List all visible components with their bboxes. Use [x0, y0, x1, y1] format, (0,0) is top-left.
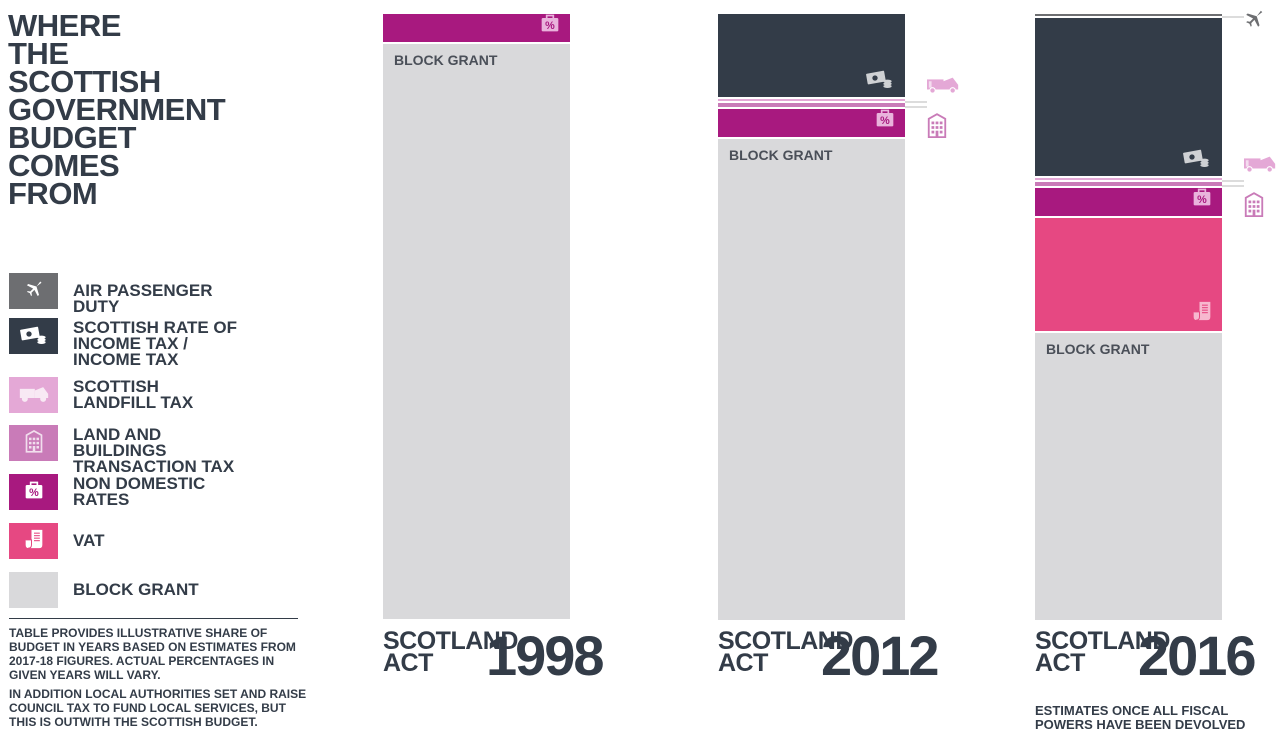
building-icon — [24, 429, 44, 458]
page-title: WHERE THE SCOTTISH GOVERNMENT BUDGET COM… — [8, 8, 226, 211]
bar-segment-landfill-tax — [1035, 178, 1222, 180]
plane-icon — [1243, 8, 1265, 35]
receipt-icon — [1192, 300, 1212, 327]
bar-segment-air-passenger-duty — [1035, 14, 1222, 16]
legend-label: SCOTTISH RATE OF INCOME TAX / INCOME TAX — [73, 318, 238, 369]
bar-segment-land-buildings-tax — [718, 103, 905, 107]
act-word: ACT — [383, 649, 433, 677]
percent-bag-icon: % — [540, 13, 560, 38]
bar-segment-non-domestic-rates: % — [383, 14, 570, 42]
bar-segment-non-domestic-rates: % — [718, 109, 905, 137]
connector-line — [905, 106, 927, 108]
legend-swatch — [9, 377, 58, 413]
percent-bag-icon: % — [24, 480, 44, 505]
act-word: ACT — [1035, 649, 1085, 677]
divider — [9, 618, 298, 619]
legend-swatch — [9, 273, 58, 309]
money-icon — [19, 324, 49, 349]
footnote-2016: ESTIMATES ONCE ALL FISCAL POWERS HAVE BE… — [1035, 703, 1246, 732]
note-council-tax: IN ADDITION LOCAL AUTHORITIES SET AND RA… — [9, 687, 307, 729]
legend-swatch — [9, 523, 58, 559]
legend-label: BLOCK GRANT — [73, 580, 199, 599]
percent-bag-icon: % — [1192, 187, 1212, 212]
svg-text:%: % — [880, 115, 890, 127]
connector-line — [905, 101, 927, 103]
legend-swatch: % — [9, 474, 58, 510]
plane-icon — [24, 279, 44, 304]
bar-segment-land-buildings-tax — [1035, 182, 1222, 186]
bar-segment-block-grant: BLOCK GRANT — [1035, 333, 1222, 620]
building-icon — [1243, 191, 1265, 222]
note-illustrative: TABLE PROVIDES ILLUSTRATIVE SHARE OF BUD… — [9, 626, 296, 682]
act-word: SCOTLAND — [718, 627, 853, 655]
money-icon — [1182, 147, 1212, 172]
act-word: SCOTLAND — [383, 627, 518, 655]
legend-label: NON DOMESTIC RATES — [73, 474, 206, 509]
act-word: SCOTLAND — [1035, 627, 1170, 655]
legend-swatch — [9, 572, 58, 608]
legend-label: SCOTTISH LANDFILL TAX — [73, 377, 194, 412]
svg-text:%: % — [545, 20, 555, 32]
bar-segment-landfill-tax — [718, 99, 905, 101]
legend-swatch — [9, 425, 58, 461]
act-year: 2012 — [821, 624, 940, 687]
bar-segment-vat — [1035, 218, 1222, 331]
segment-label: BLOCK GRANT — [394, 52, 498, 68]
svg-text:%: % — [29, 486, 39, 498]
building-icon — [926, 112, 948, 143]
truck-icon — [925, 73, 960, 100]
truck-icon — [1242, 152, 1277, 179]
connector-line — [1222, 185, 1244, 187]
bar-segment-non-domestic-rates: % — [1035, 188, 1222, 216]
legend-label: VAT — [73, 531, 105, 550]
svg-text:%: % — [1197, 194, 1207, 206]
bar-segment-block-grant: BLOCK GRANT — [383, 44, 570, 619]
act-year: 2016 — [1138, 624, 1257, 687]
connector-line — [1222, 180, 1244, 182]
act-word: ACT — [718, 649, 768, 677]
bar-segment-income-tax — [718, 14, 905, 97]
segment-label: BLOCK GRANT — [729, 147, 833, 163]
act-year: 1998 — [486, 624, 605, 687]
legend-swatch — [9, 318, 58, 354]
legend-label: AIR PASSENGER DUTY — [73, 281, 213, 316]
bar-segment-income-tax — [1035, 18, 1222, 176]
receipt-icon — [24, 528, 44, 555]
connector-line — [1222, 16, 1244, 18]
segment-label: BLOCK GRANT — [1046, 341, 1150, 357]
money-icon — [865, 68, 895, 93]
truck-icon — [18, 383, 50, 408]
legend-label: LAND AND BUILDINGS TRANSACTION TAX — [73, 425, 235, 476]
bar-segment-block-grant: BLOCK GRANT — [718, 139, 905, 620]
percent-bag-icon: % — [875, 108, 895, 133]
